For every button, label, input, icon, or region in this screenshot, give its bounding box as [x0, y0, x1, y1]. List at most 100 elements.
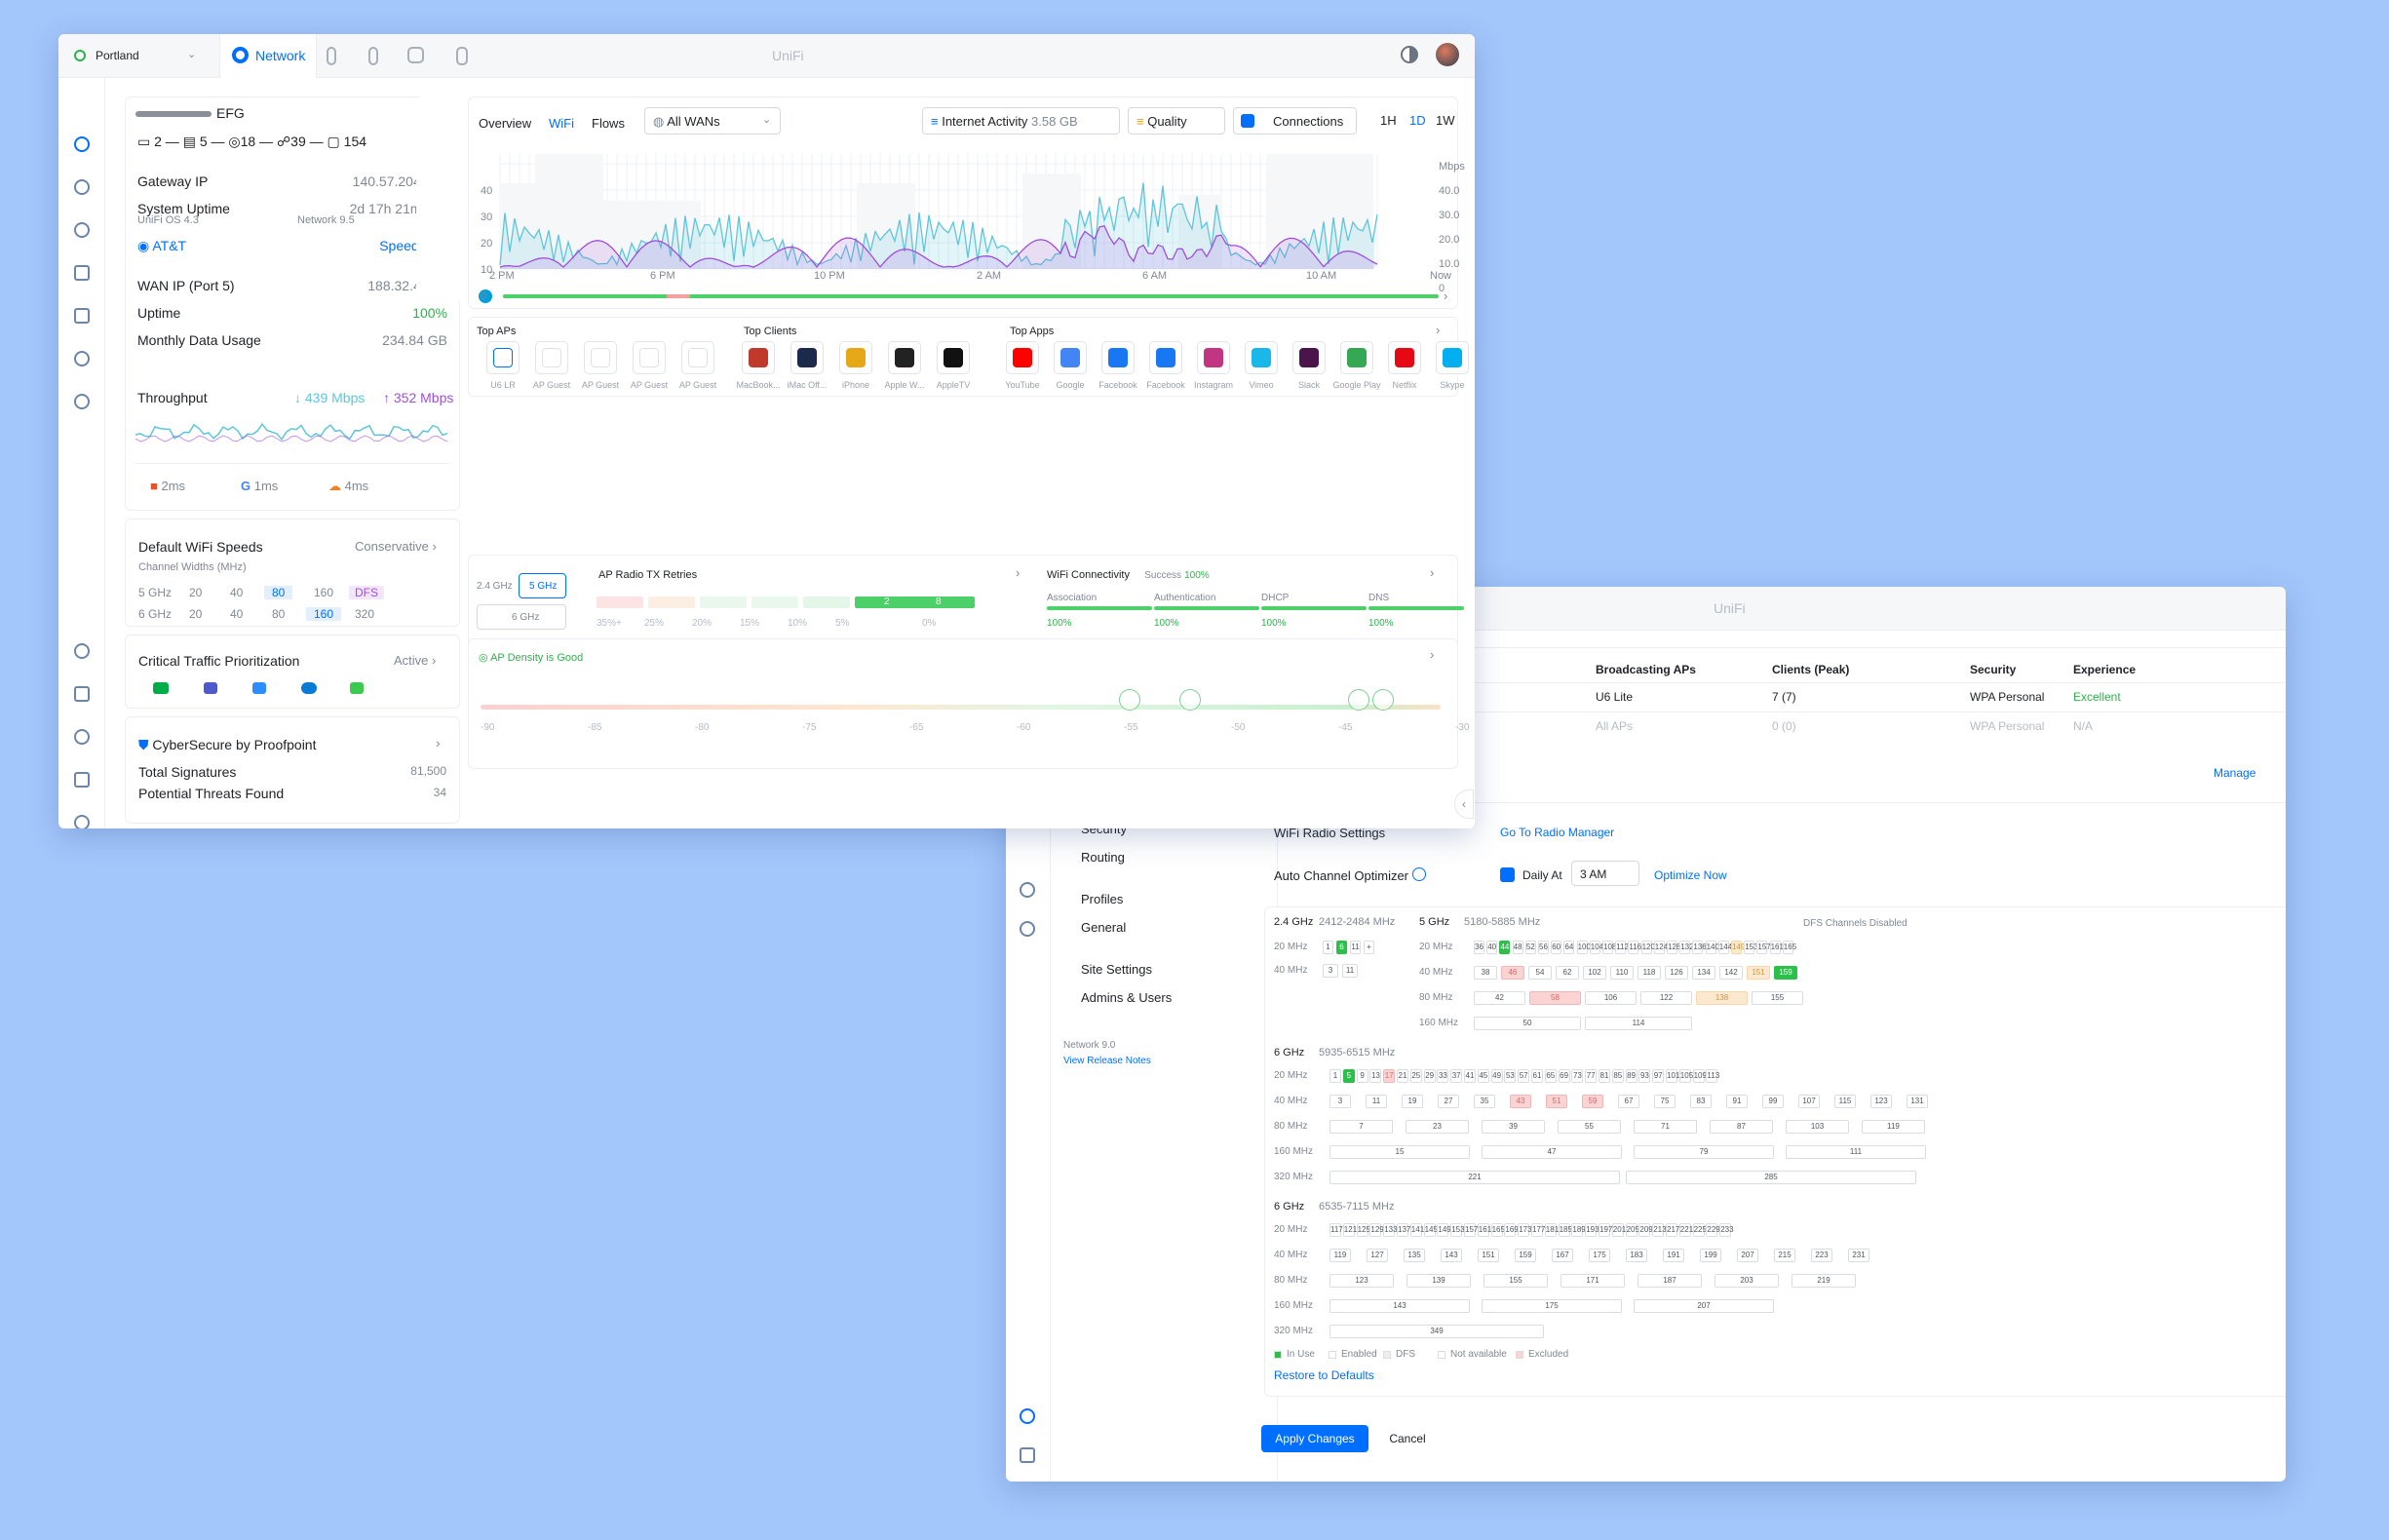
channel-[interactable]: 123 [1870, 1095, 1892, 1108]
channel-[interactable]: 97 [1652, 1069, 1665, 1083]
ap-device-icon[interactable] [535, 341, 568, 374]
quality-select[interactable]: ≡ Quality [1128, 107, 1225, 135]
channel-x[interactable]: 58 [1529, 991, 1581, 1005]
daily-checkbox[interactable] [1500, 867, 1515, 882]
tab-wifi[interactable]: WiFi [549, 116, 574, 131]
channel-[interactable]: 191 [1663, 1249, 1684, 1262]
channel-[interactable]: 101 [1666, 1069, 1679, 1083]
channel-[interactable]: 189 [1571, 1223, 1586, 1237]
ap-marker[interactable] [1119, 689, 1140, 711]
dashboard-icon[interactable] [74, 136, 90, 152]
channel-[interactable]: 127 [1367, 1249, 1388, 1262]
channel-[interactable]: 181 [1544, 1223, 1559, 1237]
channel-[interactable]: 81 [1599, 1069, 1610, 1083]
channel-[interactable]: 118 [1638, 966, 1661, 980]
channel-[interactable]: + [1364, 941, 1374, 954]
time-select[interactable]: 3 AM [1571, 861, 1639, 886]
theme-toggle-icon[interactable] [1401, 46, 1418, 63]
channel-[interactable]: 221 [1329, 1171, 1620, 1184]
channel-o[interactable]: 151 [1747, 966, 1770, 980]
apply-changes-button[interactable]: Apply Changes [1261, 1425, 1368, 1452]
channel-[interactable]: 223 [1811, 1249, 1832, 1262]
channel-[interactable]: 42 [1474, 991, 1525, 1005]
chevron-right-icon[interactable]: › [1016, 565, 1021, 580]
channel-[interactable]: 40 [1486, 941, 1498, 954]
channel-[interactable]: 11 [1342, 964, 1358, 978]
channel-[interactable]: 151 [1478, 1249, 1499, 1262]
alarms-icon[interactable] [74, 394, 90, 409]
channel-[interactable]: 56 [1538, 941, 1549, 954]
width-cell[interactable]: 40 [230, 607, 244, 621]
tab-flows[interactable]: Flows [592, 116, 625, 131]
channel-[interactable]: 29 [1423, 1069, 1436, 1083]
channel-[interactable]: 125 [1356, 1223, 1370, 1237]
channel-[interactable]: 141 [1409, 1223, 1424, 1237]
channel-[interactable]: 53 [1504, 1069, 1517, 1083]
channel-[interactable]: 38 [1474, 966, 1497, 980]
width-cell[interactable]: 20 [189, 607, 203, 621]
channel-[interactable]: 65 [1544, 1069, 1557, 1083]
channel-[interactable]: 165 [1490, 1223, 1505, 1237]
channel-[interactable]: 75 [1654, 1095, 1676, 1108]
channel-[interactable]: 119 [1329, 1249, 1351, 1262]
settings-icon[interactable] [1020, 1408, 1035, 1424]
ap-device-icon[interactable] [681, 341, 714, 374]
channel-[interactable]: 61 [1531, 1069, 1543, 1083]
channel-[interactable]: 1 [1323, 941, 1333, 954]
collapse-handle[interactable]: ‹ [1454, 789, 1474, 819]
avatar[interactable] [1436, 43, 1459, 66]
chevron-right-icon[interactable]: › [1430, 565, 1435, 580]
channel-[interactable]: 157 [1464, 1223, 1478, 1237]
channel-[interactable]: 15 [1329, 1145, 1470, 1159]
channel-u[interactable]: 6 [1336, 941, 1347, 954]
channel-[interactable]: 33 [1437, 1069, 1449, 1083]
channel-[interactable]: 165 [1782, 941, 1796, 954]
channel-[interactable]: 93 [1638, 1069, 1651, 1083]
channel-[interactable]: 221 [1678, 1223, 1693, 1237]
topology-icon[interactable] [74, 179, 90, 195]
channel-[interactable]: 9 [1356, 1069, 1368, 1083]
channel-[interactable]: 100 [1576, 941, 1591, 954]
settings-icon[interactable] [74, 643, 90, 659]
channel-[interactable]: 169 [1504, 1223, 1519, 1237]
channel-[interactable]: 107 [1798, 1095, 1820, 1108]
channel-[interactable]: 3 [1323, 964, 1338, 978]
channel-[interactable]: 11 [1350, 941, 1361, 954]
width-cell[interactable]: 20 [189, 586, 203, 599]
channel-[interactable]: 215 [1774, 1249, 1795, 1262]
band-5-button[interactable]: 5 GHz [519, 573, 566, 598]
channel-[interactable]: 89 [1625, 1069, 1638, 1083]
channel-[interactable]: 121 [1342, 1223, 1357, 1237]
ctp-card[interactable]: Critical Traffic Prioritization Active › [125, 635, 460, 709]
cybersecure-card[interactable]: ⛊ CyberSecure by Proofpoint › Total Sign… [125, 716, 460, 824]
channel-[interactable]: 231 [1848, 1249, 1869, 1262]
channel-[interactable]: 25 [1409, 1069, 1422, 1083]
docs-icon[interactable] [74, 772, 90, 788]
logs-icon[interactable] [1020, 1447, 1035, 1463]
channel-o[interactable]: 138 [1696, 991, 1748, 1005]
ap-marker[interactable] [1348, 689, 1369, 711]
channel-[interactable]: 161 [1769, 941, 1784, 954]
channel-[interactable]: 1 [1329, 1069, 1341, 1083]
channel-[interactable]: 135 [1404, 1249, 1425, 1262]
google-play-icon[interactable] [1340, 341, 1373, 374]
channel-[interactable]: 55 [1558, 1120, 1621, 1134]
devices-icon[interactable] [74, 222, 90, 238]
channel-[interactable]: 13 [1369, 1069, 1382, 1083]
channel-[interactable]: 159 [1515, 1249, 1536, 1262]
channel-[interactable]: 137 [1397, 1223, 1410, 1237]
channel-[interactable]: 110 [1610, 966, 1634, 980]
channel-[interactable]: 140 [1705, 941, 1719, 954]
channel-[interactable]: 37 [1450, 1069, 1463, 1083]
channel-[interactable]: 67 [1618, 1095, 1639, 1108]
channel-[interactable]: 21 [1397, 1069, 1408, 1083]
channel-[interactable]: 45 [1477, 1069, 1489, 1083]
netflix-icon[interactable] [1388, 341, 1421, 374]
channel-[interactable]: 11 [1366, 1095, 1387, 1108]
channel-[interactable]: 112 [1615, 941, 1629, 954]
client-device-icon[interactable] [888, 341, 921, 374]
channel-[interactable]: 114 [1585, 1017, 1692, 1030]
channel-u[interactable]: 159 [1774, 966, 1797, 980]
channel-[interactable]: 167 [1552, 1249, 1573, 1262]
channel-[interactable]: 187 [1638, 1274, 1702, 1288]
